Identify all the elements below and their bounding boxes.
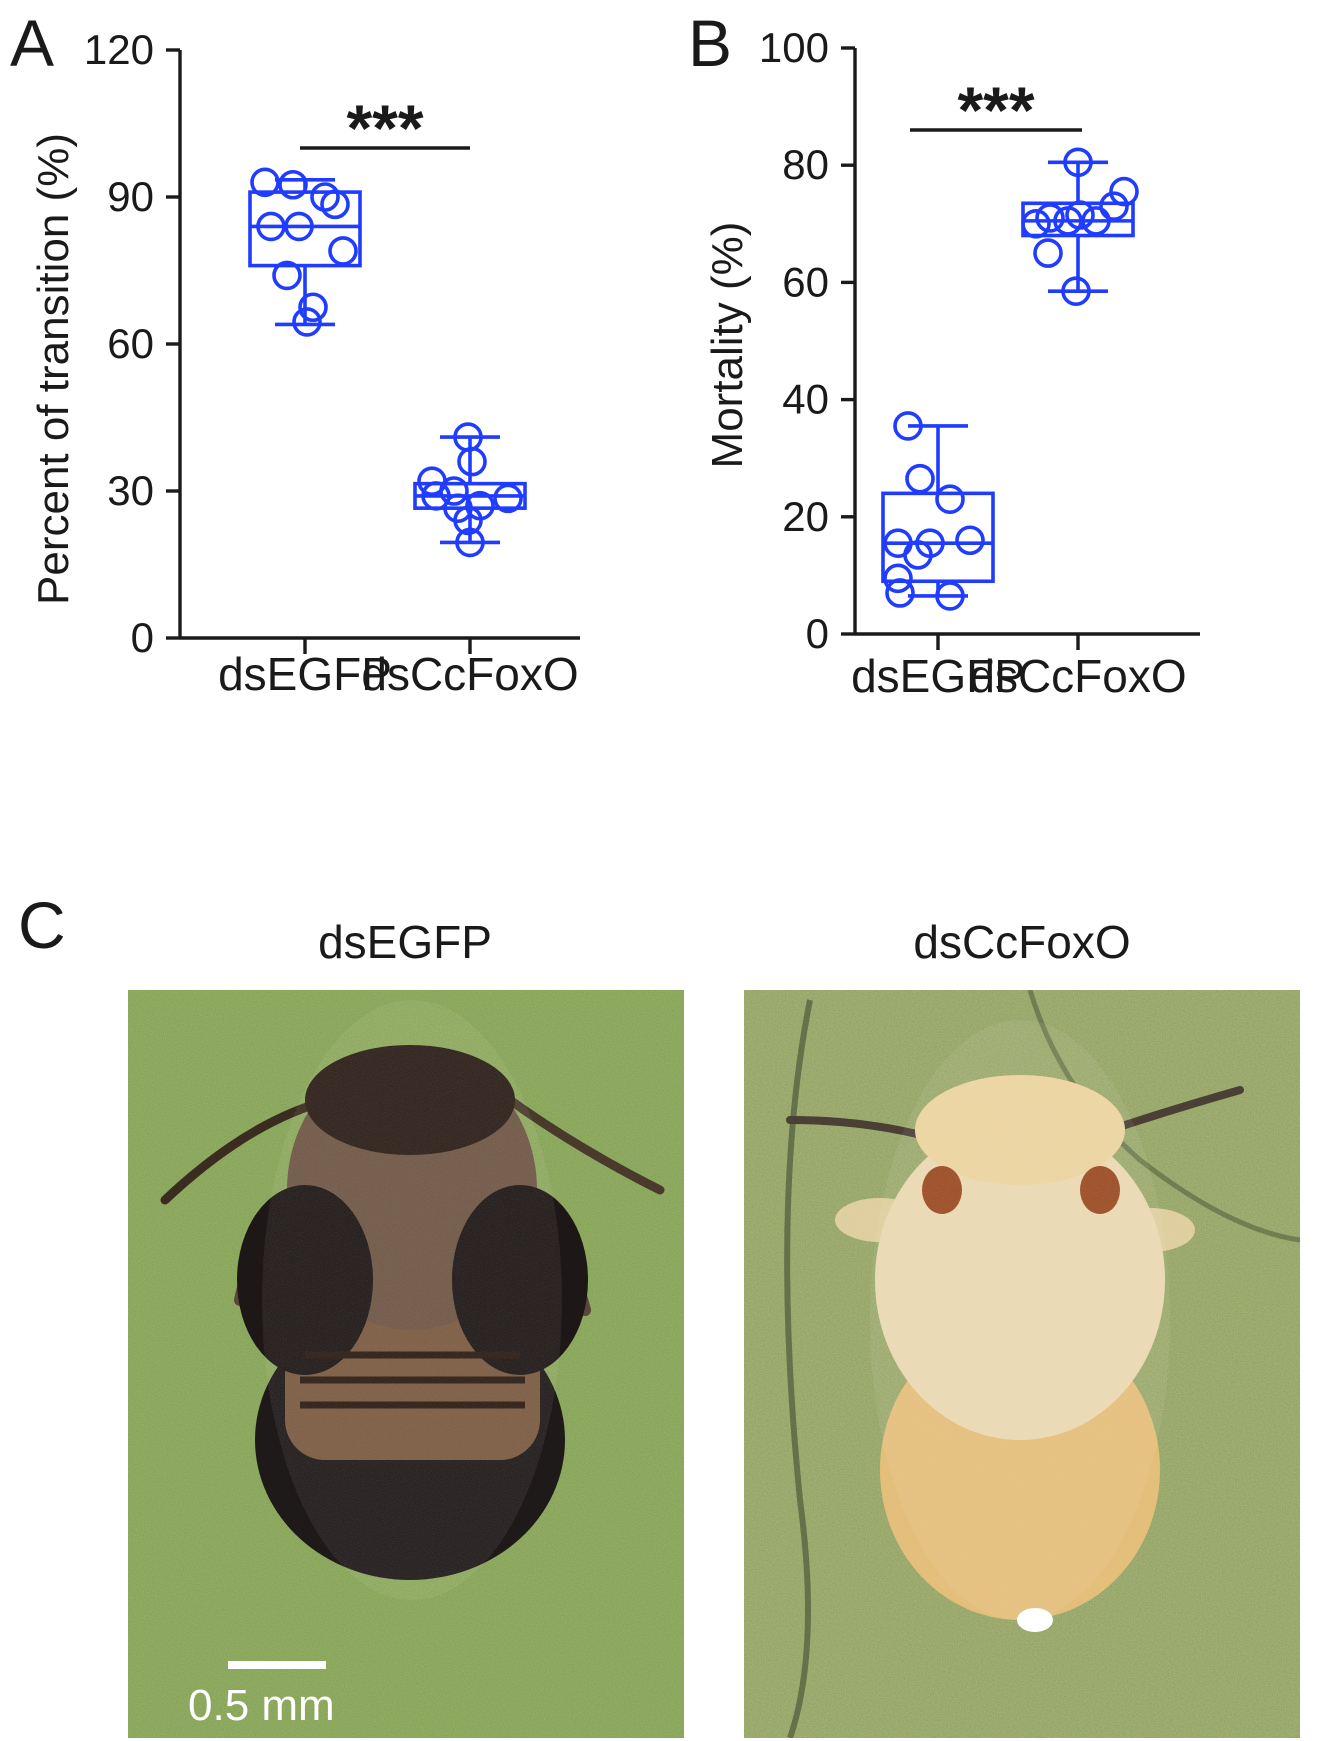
panel-a: A Percent of transition (%) 0 30 60 90 120 ds… (10, 6, 580, 700)
panel-a-dsegfp-point (250, 167, 280, 198)
panel-b-dsegfp-point (935, 581, 965, 611)
panel-a-dsegfp-point (256, 211, 286, 242)
panel-b-dsccfoxo-point (1109, 176, 1139, 207)
panel-a-dsccfoxo-point (493, 483, 523, 514)
panel-b-y-tick-label: 60 (782, 258, 829, 305)
panel-a-y-tick-label: 60 (107, 320, 154, 367)
panel-a-dsegfp-point (328, 236, 358, 266)
panel-a-x-tick-label: dsCcFoxO (361, 648, 578, 700)
panel-a-y-tick-label: 90 (107, 173, 154, 220)
panel-a-y-tick-label: 0 (131, 614, 154, 661)
panel-b: B Mortality (%) 0 20 40 60 80 100 dsEGFPdsCcFo… (688, 6, 1200, 702)
panel-a-letter: A (10, 6, 54, 80)
panel-a-dsegfp-point (310, 182, 340, 212)
panel-b-y-axis-label: Mortality (%) (703, 222, 752, 469)
photo-left-title: dsEGFP (318, 916, 492, 968)
panel-b-y-tick-label: 40 (782, 376, 829, 423)
panel-b-dsccfoxo-point (1021, 209, 1051, 239)
panel-a-dsccfoxo-point (457, 446, 487, 477)
panel-b-significance-label: *** (957, 73, 1034, 147)
panel-a-significance-label: *** (346, 91, 423, 165)
panel-b-dsccfoxo-point (1063, 147, 1093, 178)
panel-b-x-tick-label: dsEGFP (851, 650, 1025, 702)
panel-b-dsegfp-point (883, 563, 913, 594)
panel-b-dsegfp-point (935, 484, 965, 515)
panel-b-dsccfoxo-point (1033, 238, 1063, 268)
panel-a-dsegfp-point (278, 169, 308, 200)
panel-b-letter: B (688, 6, 732, 80)
panel-b-y-tick-label: 100 (759, 24, 829, 71)
panel-a-dsegfp-point (272, 260, 302, 291)
panel-b-y-tick-label: 20 (782, 493, 829, 540)
panel-b-dsccfoxo-point (1053, 206, 1083, 236)
panel-a-dsccfoxo-point (455, 527, 485, 558)
panel-a-dsegfp-point (292, 307, 322, 337)
panel-a-dsegfp-box (248, 190, 362, 268)
panel-a-dsccfoxo-point (439, 476, 469, 506)
panel-c: C dsEGFP dsCcFoxO (18, 888, 1300, 1738)
photo-right-title: dsCcFoxO (913, 916, 1130, 968)
panel-a-x-tick-label: dsEGFP (218, 648, 392, 700)
panel-b-dsccfoxo-point (1099, 191, 1129, 222)
panel-c-letter: C (18, 888, 66, 962)
panel-b-dsegfp-point (955, 525, 985, 556)
panel-a-dsegfp-point (298, 292, 328, 323)
scale-bar-label: 0.5 mm (188, 1681, 335, 1730)
panel-a-dsccfoxo-point (453, 505, 483, 536)
panel-b-dsegfp-point (903, 540, 933, 570)
panel-a-y-axis-label: Percent of transition (%) (29, 133, 78, 605)
panel-b-dsccfoxo-point (1061, 276, 1091, 306)
panel-b-y-tick-label: 0 (806, 610, 829, 657)
panel-b-dsegfp-point (905, 463, 935, 494)
panel-b-dsccfoxo-point (1081, 206, 1111, 236)
panel-a-y-tick-label: 30 (107, 467, 154, 514)
panel-b-dsegfp-point (885, 578, 915, 608)
panel-a-dsegfp-point (284, 211, 314, 242)
panel-b-x-tick-label: dsCcFoxO (969, 650, 1186, 702)
panel-b-y-tick-label: 80 (782, 141, 829, 188)
panel-a-y-tick-label: 120 (84, 26, 154, 73)
panel-a-dsccfoxo-point (421, 481, 451, 511)
panel-b-dsegfp-point (893, 411, 923, 441)
photo-dsccfoxo (744, 990, 1300, 1738)
photo-dsegfp: 0.5 mm (128, 990, 684, 1738)
panel-b-dsccfoxo-point (1035, 203, 1065, 233)
